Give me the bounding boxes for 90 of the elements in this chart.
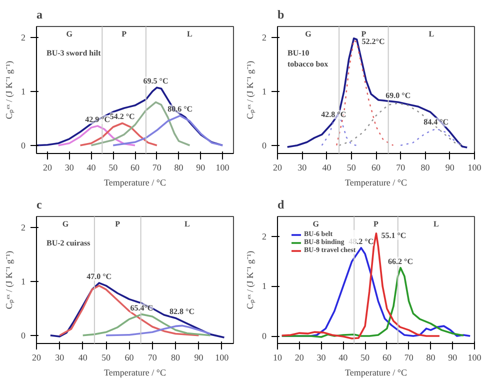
x-tick-label: 30 (298, 162, 308, 172)
annotation: 69.0 °C (386, 91, 411, 100)
x-tick-label: 10 (273, 352, 282, 362)
y-tick-label: 1 (262, 86, 266, 96)
y-tick-label: 1 (21, 276, 26, 286)
y-tick-label: 1 (262, 281, 266, 292)
x-tick-label: 30 (64, 162, 74, 172)
annotation: P (361, 30, 366, 38)
x-axis-title: Temperature / °C (104, 178, 166, 188)
annotation: BU-3 sword hilt (46, 48, 102, 58)
x-tick-label: 60 (124, 352, 134, 362)
y-tick-label: 2 (262, 32, 266, 42)
y-axis-title: Cₚᵉˣ / (J K⁻¹ g⁻¹) (4, 250, 15, 310)
annotation: 54.2 °C (110, 112, 136, 122)
x-tick-label: 30 (55, 352, 65, 362)
x-axis-title: Temperature / °C (345, 368, 407, 378)
annotation: P (374, 220, 379, 228)
x-tick-label: 70 (396, 162, 406, 172)
x-tick-label: 50 (102, 352, 112, 362)
annotation: 47.0 °C (86, 272, 112, 281)
annotation: G (62, 220, 69, 228)
x-tick-label: 100 (216, 162, 230, 172)
annotation: 52.2°C (362, 36, 385, 46)
x-tick-label: 80 (420, 162, 430, 172)
x-tick-label: 50 (346, 162, 356, 172)
x-tick-label: 70 (404, 352, 414, 362)
y-tick-label: 0 (262, 140, 267, 150)
x-tick-label: 70 (152, 162, 162, 172)
x-tick-label: 30 (316, 352, 326, 362)
y-tick-label: 0 (21, 140, 26, 150)
annotation: 42.8 °C (321, 110, 346, 120)
x-tick-label: 70 (148, 352, 158, 362)
annotation: G (312, 220, 319, 228)
annotation: 80.6 °C (168, 104, 193, 114)
x-tick-label: 20 (42, 162, 52, 172)
chart-title: a (36, 8, 42, 22)
x-tick-label: 100 (468, 352, 482, 362)
x-tick-label: 40 (78, 352, 88, 362)
annotation: L (187, 30, 192, 38)
y-tick-label: 2 (21, 222, 26, 232)
x-axis-title: Temperature / °C (104, 368, 166, 378)
chart-title: c (36, 198, 42, 212)
x-tick-label: 60 (382, 352, 392, 362)
x-tick-label: 50 (360, 352, 370, 362)
annotation: L (434, 220, 439, 228)
annotation: 42.9 °C (85, 114, 110, 124)
y-tick-label: 1 (21, 86, 26, 96)
x-tick-label: 80 (174, 162, 184, 172)
annotation: G (66, 30, 72, 38)
annotation: 55.1 °C (381, 230, 406, 240)
x-tick-label: 40 (338, 352, 348, 362)
x-tick-label: 60 (372, 162, 381, 172)
x-tick-label: 100 (215, 352, 230, 362)
x-tick-label: 90 (445, 162, 455, 172)
annotation: 66.2 °C (388, 256, 414, 266)
x-tick-label: 60 (130, 162, 140, 172)
annotation: P (122, 30, 127, 38)
y-axis-title: Cₚᵉˣ / (J K⁻¹ g⁻¹) (4, 60, 15, 120)
annotation: 69.5 °C (143, 76, 169, 86)
x-tick-label: 90 (196, 162, 206, 172)
chart-title: b (278, 8, 284, 22)
annotation: P (115, 220, 120, 228)
annotation: BU-10 (288, 48, 310, 58)
x-tick-label: 20 (294, 352, 304, 362)
annotation: G (305, 30, 312, 38)
x-tick-label: 90 (448, 352, 458, 362)
annotation: BU-2 cuirass (46, 238, 90, 248)
y-tick-label: 0 (21, 330, 26, 340)
y-tick-label: 0 (262, 331, 267, 342)
x-tick-label: 80 (426, 352, 436, 362)
y-tick-label: 2 (262, 231, 266, 242)
annotation: 82.8 °C (170, 307, 195, 316)
y-axis-title: Cₚᵉˣ / (J K⁻¹ g⁻¹) (245, 250, 256, 310)
x-tick-label: 80 (171, 352, 181, 362)
annotation: 65.4°C (130, 303, 154, 312)
x-tick-label: 40 (86, 162, 96, 172)
annotation: tobacco box (288, 60, 328, 68)
x-tick-label: 50 (108, 162, 118, 172)
annotation: 84.4 °C (424, 118, 449, 127)
x-tick-label: 90 (194, 352, 204, 362)
x-tick-label: 20 (273, 162, 282, 172)
y-tick-label: 2 (21, 32, 26, 42)
x-tick-label: 100 (468, 162, 482, 172)
x-tick-label: 20 (32, 352, 42, 362)
annotation: L (428, 30, 434, 38)
chart-title: d (278, 198, 284, 212)
x-tick-label: 40 (322, 162, 332, 172)
y-axis-title: Cₚᵉˣ / (J K⁻¹ g⁻¹) (245, 60, 256, 120)
x-axis-title: Temperature / °C (345, 178, 407, 188)
annotation: L (184, 220, 190, 228)
